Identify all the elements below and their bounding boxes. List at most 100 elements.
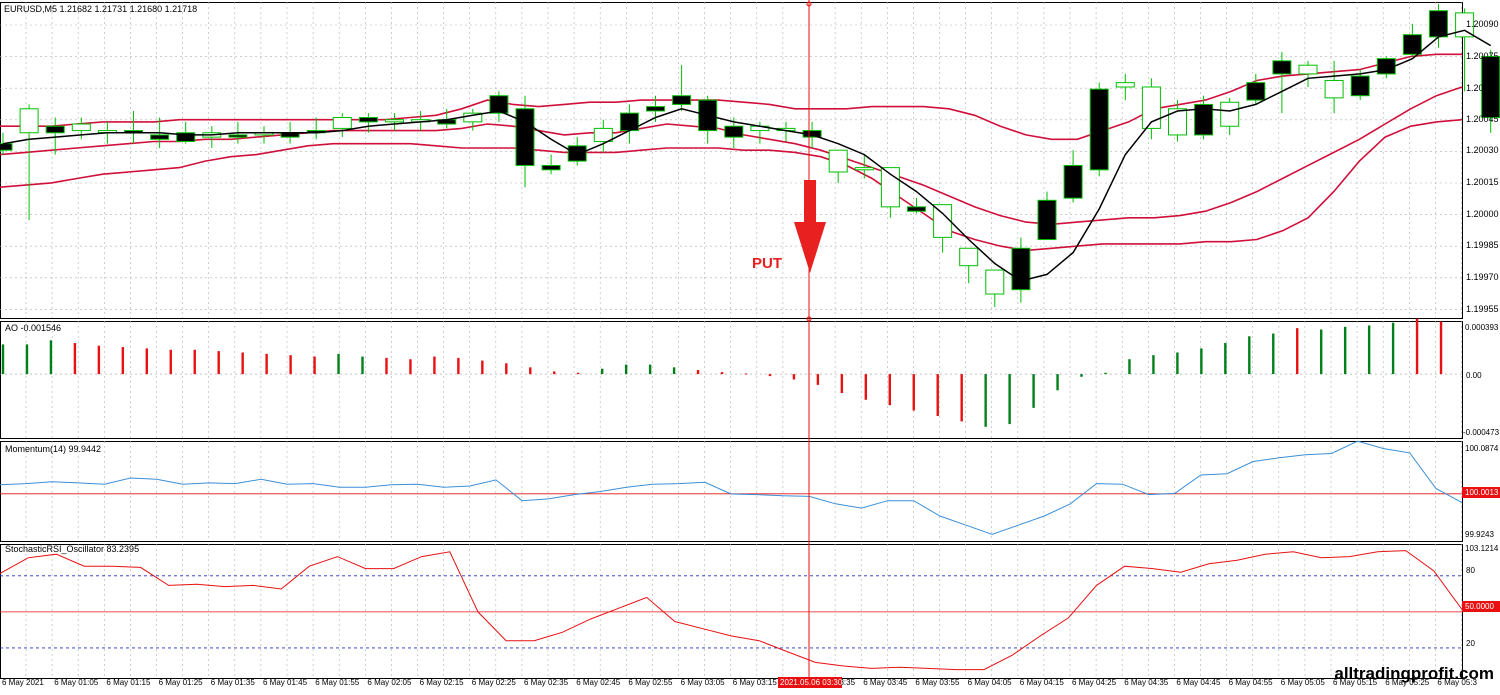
time-label: 6 May 2021	[2, 678, 44, 687]
ao-bar	[960, 374, 963, 422]
time-label: 6 May 01:15	[106, 678, 151, 687]
candle-body	[358, 117, 378, 123]
ao-bar	[1128, 359, 1131, 375]
candle-body	[228, 134, 248, 138]
ao-bar	[505, 363, 508, 375]
ao-bar	[481, 360, 484, 375]
time-label: 6 May 04:55	[1229, 678, 1274, 687]
panel-border	[0, 321, 1463, 439]
ao-bar	[361, 356, 364, 375]
ao-bar	[49, 340, 53, 375]
price-label: 1.19955	[1466, 304, 1499, 314]
ao-label-zero: 0.00	[1466, 371, 1482, 380]
bollinger-upper	[0, 53, 1462, 141]
time-label: 6 May 01:05	[54, 678, 99, 687]
ao-bar	[1056, 374, 1059, 391]
ao-bar	[1272, 333, 1275, 375]
stoch-label-20: 20	[1466, 639, 1475, 648]
time-label: 6 May 01:55	[315, 678, 360, 687]
time-label: 6 May 02:55	[628, 678, 673, 687]
candle-body	[828, 149, 848, 173]
stoch-current-label: 50.0000	[1465, 602, 1494, 611]
price-label: 1.20015	[1466, 177, 1499, 187]
ao-bar	[816, 374, 820, 385]
candle-body	[1063, 164, 1083, 199]
candle-body	[1194, 103, 1214, 136]
ao-bar	[768, 374, 772, 377]
ao-bar	[600, 368, 604, 375]
candle-body	[1220, 101, 1240, 127]
time-label: 6 May 03:55	[915, 678, 960, 687]
main-panel-title: EURUSD,M5 1.21682 1.21731 1.21680 1.2171…	[4, 4, 197, 14]
time-label: 6 May 01:35	[211, 678, 256, 687]
ao-bar	[1008, 374, 1011, 425]
ao-bar	[433, 356, 436, 375]
candle-body	[1037, 199, 1057, 241]
ao-bar	[984, 374, 987, 427]
momentum-panel[interactable]	[0, 440, 1463, 535]
panel-border	[0, 2, 1463, 319]
time-label: 6 May 01:45	[263, 678, 308, 687]
time-label: 6 May 02:05	[367, 678, 412, 687]
candle-body	[672, 95, 692, 105]
ao-bar	[720, 372, 724, 375]
ma-line	[2, 29, 1492, 282]
main-price-panel[interactable]	[0, 4, 1500, 308]
ao-bar	[744, 373, 748, 375]
ao-bar	[1439, 321, 1443, 375]
candle-body	[985, 269, 1005, 295]
watermark-text: alltradingprofit.com	[1334, 664, 1494, 683]
time-label: 6 May 05:15	[1333, 678, 1378, 687]
time-axis: 6 May 2021 6 May 01:05 6 May 01:15 6 May 01…	[2, 678, 1478, 687]
ao-bar	[936, 374, 939, 416]
ao-bar	[840, 374, 844, 394]
candle-body	[1246, 82, 1266, 101]
price-axis-labels: 1.20090 1.20075 1.20060 1.20045 1.20030 …	[1466, 19, 1499, 314]
ao-bar	[1200, 348, 1203, 375]
put-signal-label: PUT	[752, 255, 782, 272]
price-label: 1.20060	[1466, 83, 1499, 93]
bollinger-lower	[0, 118, 1463, 252]
ao-bar	[1, 344, 5, 375]
ao-bar	[145, 348, 149, 375]
candle-body	[933, 204, 953, 238]
momentum-line	[0, 440, 1463, 535]
ao-label-top: 0.000393	[1465, 323, 1499, 332]
ao-bar	[1391, 322, 1395, 375]
momentum-current-badge	[1462, 487, 1500, 498]
ao-bar	[97, 345, 101, 375]
candle-body	[332, 117, 352, 129]
candle-body	[593, 127, 613, 142]
time-label: 6 May 02:35	[524, 678, 569, 687]
ao-bar	[217, 351, 220, 375]
ao-bar	[457, 357, 460, 375]
stoch-rsi-panel[interactable]	[0, 550, 1463, 671]
stoch-label-top: 103.1214	[1465, 544, 1499, 553]
stoch-label-80: 80	[1466, 566, 1475, 575]
time-label: 6 May 03:15	[733, 678, 778, 687]
price-label: 1.20000	[1466, 209, 1499, 219]
candle-body	[1350, 75, 1370, 97]
candle-body	[541, 164, 561, 171]
candle-body	[959, 247, 979, 267]
candle-body	[176, 132, 196, 142]
crosshair-handle-top[interactable]	[806, 1, 812, 7]
ao-bar	[624, 364, 628, 375]
momentum-label-bottom: 99.9243	[1465, 530, 1494, 539]
crosshair-handle-ao[interactable]	[806, 316, 812, 322]
ao-label-bottom: -0.000473	[1463, 428, 1500, 437]
ao-bar	[1415, 318, 1419, 375]
ao-bar	[409, 359, 412, 375]
time-highlight-label: 2021.05.06 03:30	[780, 678, 843, 687]
ao-panel[interactable]	[0, 318, 1462, 427]
price-label: 1.19970	[1466, 272, 1499, 282]
ao-bar	[385, 357, 388, 375]
ao-bar	[529, 367, 532, 375]
ao-bar	[265, 353, 268, 375]
time-label: 6 May 04:45	[1176, 678, 1221, 687]
stoch-current-badge	[1462, 601, 1500, 612]
ao-bar	[1296, 328, 1299, 375]
ao-bar	[193, 349, 196, 375]
